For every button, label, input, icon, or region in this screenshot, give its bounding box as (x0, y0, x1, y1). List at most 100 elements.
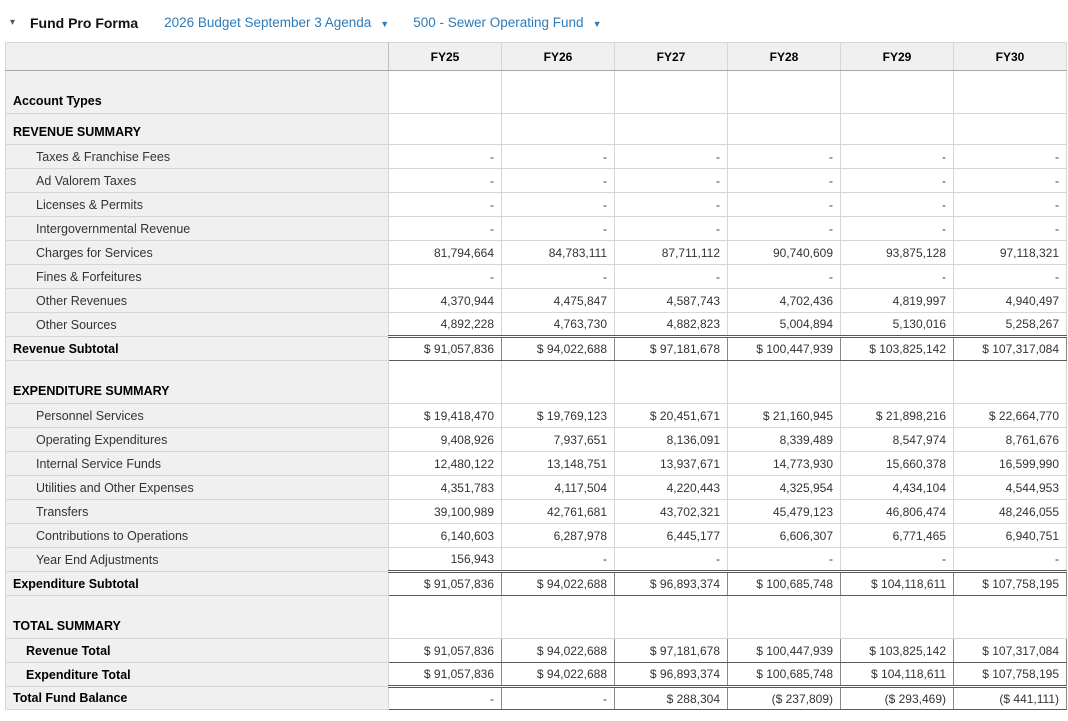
value-cell (953, 113, 1067, 145)
table-row: REVENUE SUMMARY (5, 113, 1067, 145)
value-cell: $ 107,758,195 (953, 662, 1067, 687)
table-row: Other Sources 4,892,228 4,763,730 4,882,823… (5, 312, 1067, 337)
value-cell: $ 91,057,836 (388, 638, 502, 663)
value-cell: 42,761,681 (501, 499, 615, 524)
value-cell: 4,702,436 (727, 288, 841, 313)
value-cell: $ 104,118,611 (840, 662, 954, 687)
value-cell: - (614, 192, 728, 217)
value-cell (501, 70, 615, 114)
fund-dropdown-label: 500 - Sewer Operating Fund (413, 15, 584, 30)
table-row: Ad Valorem Taxes - - - - - - (5, 168, 1067, 193)
value-cell: 4,117,504 (501, 475, 615, 500)
value-cell: $ 97,181,678 (614, 638, 728, 663)
table-row: Licenses & Permits - - - - - - (5, 192, 1067, 217)
row-label: Revenue Subtotal (5, 336, 389, 361)
value-cell: - (388, 168, 502, 193)
value-cell: ($ 293,469) (840, 685, 954, 710)
value-cell: - (388, 685, 502, 710)
table-row: Account Types (5, 70, 1067, 114)
value-cell: - (727, 192, 841, 217)
value-cell (614, 70, 728, 114)
value-cell: $ 19,769,123 (501, 403, 615, 428)
value-cell (614, 595, 728, 639)
budget-dropdown[interactable]: 2026 Budget September 3 Agenda ▼ (164, 15, 389, 30)
value-cell: - (501, 264, 615, 289)
table-row: Charges for Services 81,794,664 84,783,111… (5, 240, 1067, 265)
value-cell: - (388, 144, 502, 169)
value-cell: 4,587,743 (614, 288, 728, 313)
table-row: Internal Service Funds 12,480,122 13,148,7… (5, 451, 1067, 476)
value-cell: $ 94,022,688 (501, 638, 615, 663)
value-cell: $ 107,758,195 (953, 570, 1067, 596)
value-cell: $ 100,447,939 (727, 335, 841, 361)
value-cell (388, 70, 502, 114)
table-row: Fines & Forfeitures - - - - - - (5, 264, 1067, 289)
value-cell: $ 97,181,678 (614, 335, 728, 361)
value-cell: 16,599,990 (953, 451, 1067, 476)
row-label: Transfers (5, 499, 389, 524)
value-cell: 8,761,676 (953, 427, 1067, 452)
value-cell (840, 595, 954, 639)
value-cell (727, 595, 841, 639)
value-cell: - (501, 685, 615, 710)
value-cell: $ 104,118,611 (840, 570, 954, 596)
value-cell: 8,339,489 (727, 427, 841, 452)
value-cell: 8,547,974 (840, 427, 954, 452)
row-label: REVENUE SUMMARY (5, 113, 389, 145)
value-cell: - (501, 192, 615, 217)
column-header-fy29: FY29 (840, 42, 954, 71)
value-cell: - (840, 264, 954, 289)
fund-dropdown[interactable]: 500 - Sewer Operating Fund ▼ (413, 15, 601, 30)
value-cell: 4,882,823 (614, 312, 728, 337)
value-cell: - (953, 216, 1067, 241)
title-bar: ▾ Fund Pro Forma 2026 Budget September 3… (0, 0, 1068, 42)
value-cell: $ 21,898,216 (840, 403, 954, 428)
value-cell: $ 100,685,748 (727, 570, 841, 596)
value-cell: $ 94,022,688 (501, 570, 615, 596)
table-row: Other Revenues 4,370,944 4,475,847 4,587,74… (5, 288, 1067, 313)
row-label: Revenue Total (5, 638, 389, 663)
fund-pro-forma-table: FY25 FY26 FY27 FY28 FY29 FY30 Account Types REV… (5, 42, 1067, 710)
value-cell: ($ 441,111) (953, 685, 1067, 710)
row-label: Internal Service Funds (5, 451, 389, 476)
row-label: Taxes & Franchise Fees (5, 144, 389, 169)
value-cell: $ 91,057,836 (388, 662, 502, 687)
table-row: Year End Adjustments 156,943- - - - - (5, 547, 1067, 572)
collapse-caret-icon[interactable]: ▾ (10, 17, 16, 28)
value-cell (727, 70, 841, 114)
value-cell: 5,258,267 (953, 312, 1067, 337)
value-cell: - (953, 264, 1067, 289)
value-cell: 4,325,954 (727, 475, 841, 500)
table-row: Utilities and Other Expenses 4,351,783 4,1… (5, 475, 1067, 500)
column-header-fy28: FY28 (727, 42, 841, 71)
value-cell: 48,246,055 (953, 499, 1067, 524)
value-cell (840, 113, 954, 145)
value-cell: 156,943 (388, 547, 502, 572)
page-title: Fund Pro Forma (30, 14, 139, 31)
value-cell: - (953, 144, 1067, 169)
value-cell: - (501, 144, 615, 169)
column-header-fy26: FY26 (501, 42, 615, 71)
row-label: Licenses & Permits (5, 192, 389, 217)
value-cell: - (614, 264, 728, 289)
value-cell: - (388, 264, 502, 289)
value-cell: $ 96,893,374 (614, 662, 728, 687)
row-label: Personnel Services (5, 403, 389, 428)
row-label: Year End Adjustments (5, 547, 389, 572)
value-cell: 13,148,751 (501, 451, 615, 476)
value-cell: - (727, 547, 841, 572)
table-row: Revenue Total $ 91,057,836 $ 94,022,688 $ 9… (5, 638, 1067, 663)
value-cell (501, 360, 615, 404)
value-cell: - (840, 168, 954, 193)
chevron-down-icon: ▼ (592, 18, 602, 29)
value-cell: - (953, 547, 1067, 572)
value-cell (614, 113, 728, 145)
value-cell: 14,773,930 (727, 451, 841, 476)
value-cell (388, 595, 502, 639)
table-row: Personnel Services $ 19,418,470 $ 19,769,1… (5, 403, 1067, 428)
value-cell: - (501, 547, 615, 572)
value-cell: $ 107,317,084 (953, 335, 1067, 361)
value-cell: 6,287,978 (501, 523, 615, 548)
value-cell (840, 70, 954, 114)
value-cell: - (614, 547, 728, 572)
